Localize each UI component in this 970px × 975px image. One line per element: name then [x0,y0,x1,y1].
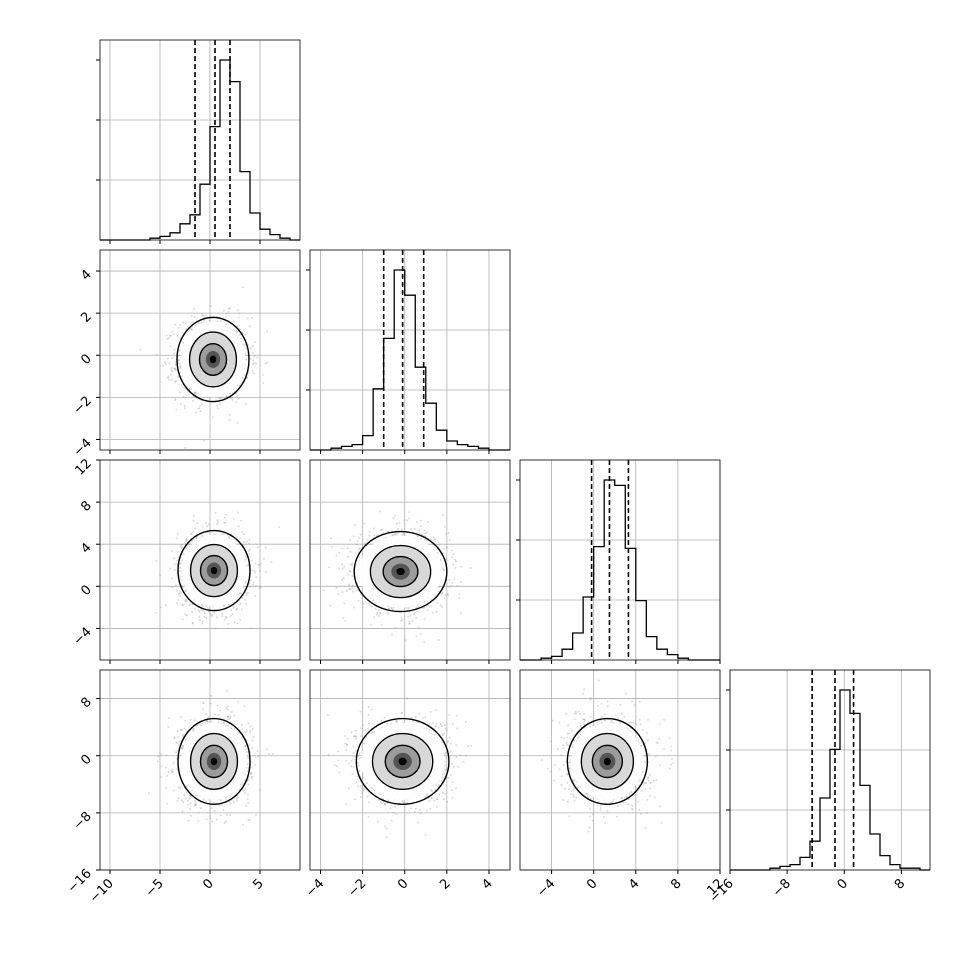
tick-label: 8 [668,876,684,892]
density-panel-3-1: −4 −2 0 2 4 [303,670,510,900]
density-level [211,567,217,574]
tick-label: 0 [835,876,851,892]
tick-label: −4 [71,436,95,460]
tick-label: 0 [395,876,411,892]
tick-label: 0 [78,752,94,768]
density-level [396,568,404,575]
tick-label: −4 [71,625,95,649]
tick-label: 0 [78,351,94,367]
density-panel-1-0: −4 −2 0 2 4 [71,250,300,460]
tick-label: 4 [78,540,94,556]
tick-label: −4 [303,876,327,900]
tick-label: −8 [770,876,794,900]
panel-background [310,250,510,450]
tick-label: 4 [78,267,94,283]
density-panel-2-0: −4 0 4 8 12 [71,456,300,664]
tick-label: −4 [534,876,558,900]
histogram-panel-1 [306,250,510,454]
tick-label: 12 [73,456,95,478]
histogram-panel-2 [516,460,720,664]
density-level [210,356,216,364]
tick-label: −2 [345,876,369,900]
tick-label: 8 [78,498,94,514]
tick-label: 5 [250,876,266,892]
tick-label: 4 [479,876,495,892]
tick-label: 2 [78,309,94,325]
tick-label: −8 [71,809,95,833]
tick-label: 8 [78,695,94,711]
tick-label: 0 [78,583,94,599]
tick-label: 8 [892,876,908,892]
tick-label: 2 [437,876,453,892]
tick-label: 0 [584,876,600,892]
density-level [211,758,217,766]
tick-label: 4 [626,876,642,892]
tick-label: −10 [87,876,117,906]
panel-background [520,460,720,660]
tick-label: −2 [71,394,95,418]
density-level [604,758,611,766]
density-panel-2-1 [310,460,510,664]
density-level [398,758,406,766]
tick-label: −5 [143,876,167,900]
histogram-panel-0 [96,40,300,244]
tick-label: 0 [200,876,216,892]
